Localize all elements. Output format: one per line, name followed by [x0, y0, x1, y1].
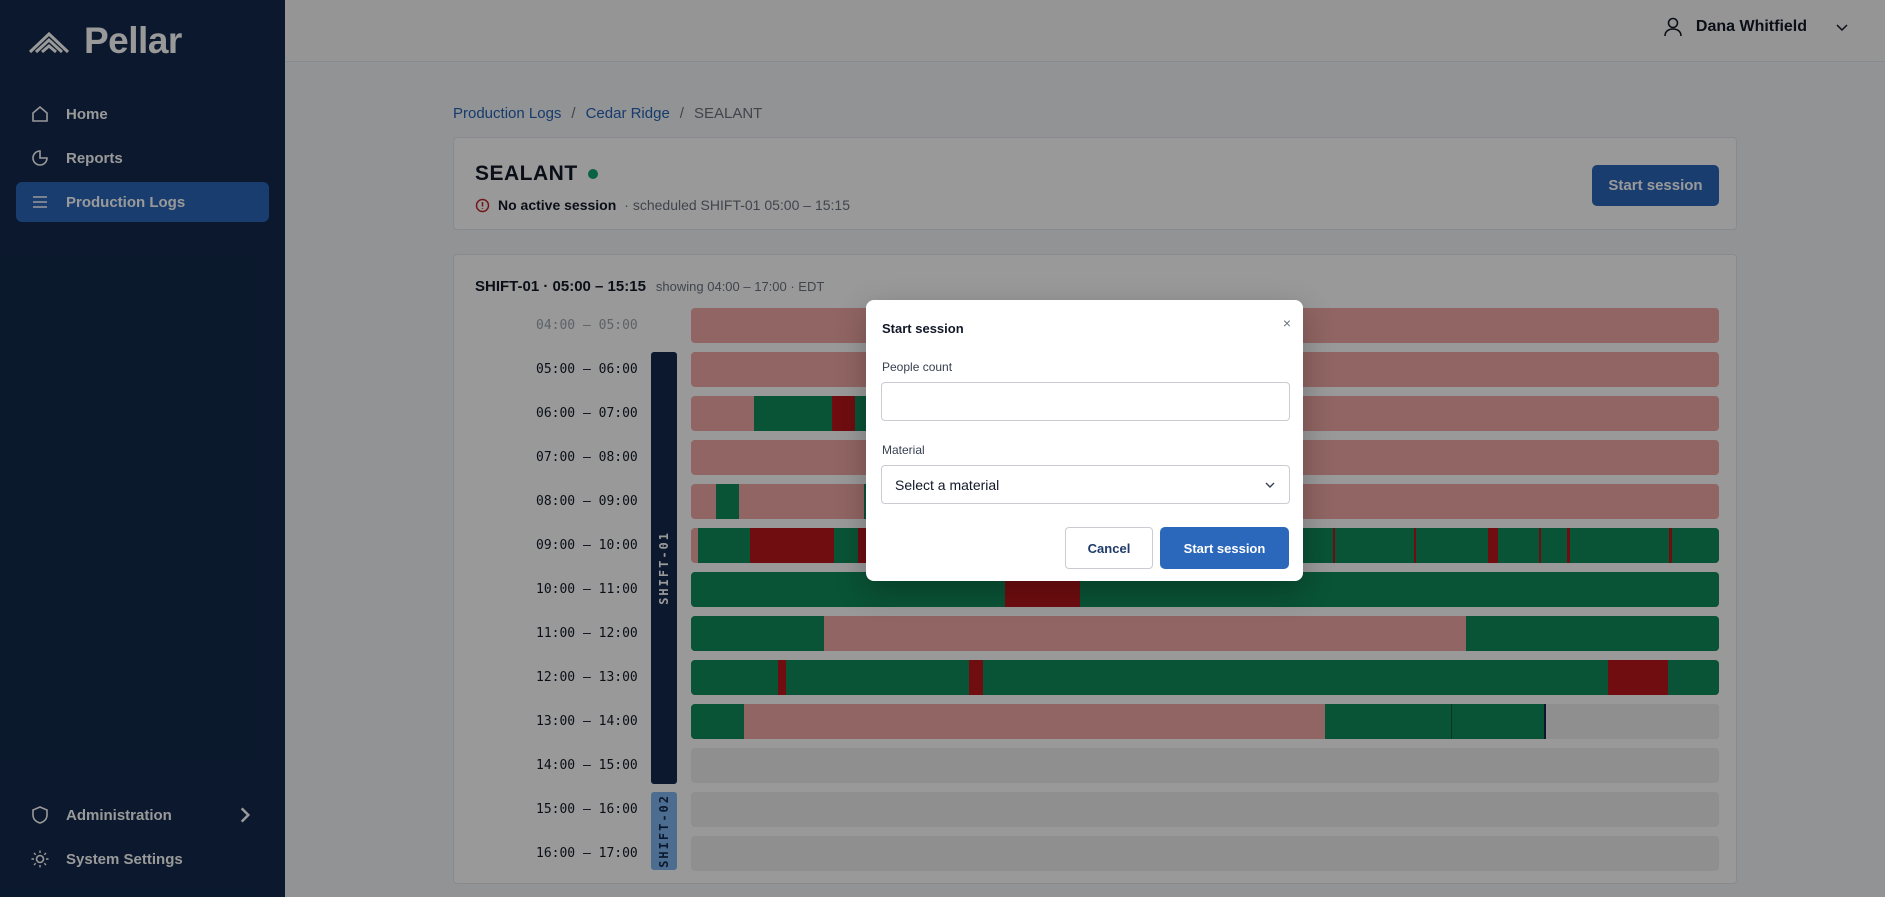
line-header-card: SEALANT No active session · scheduled SH…	[453, 137, 1737, 230]
row-label: 14:00 – 15:00	[536, 758, 638, 773]
start-session-dialog: Start session × People count Material Se…	[866, 300, 1303, 581]
top-bar: Dana Whitfield	[285, 0, 1885, 62]
timeline-bar[interactable]	[691, 836, 1719, 871]
stopped-segment	[1539, 528, 1541, 563]
row-label: 05:00 – 06:00	[536, 362, 638, 377]
people-count-input[interactable]	[881, 382, 1290, 421]
running-segment	[716, 484, 739, 519]
sidebar-item-administration[interactable]: Administration	[16, 795, 269, 835]
page-title: SEALANT	[475, 162, 578, 185]
row-label: 06:00 – 07:00	[536, 406, 638, 421]
stopped-segment	[1608, 660, 1668, 695]
sidebar-item-home[interactable]: Home	[16, 94, 269, 134]
sidebar-item-label: Administration	[66, 806, 172, 824]
sun-icon	[31, 850, 49, 868]
row-label: 11:00 – 12:00	[536, 626, 638, 641]
row-label: 13:00 – 14:00	[536, 714, 638, 729]
running-segment	[1325, 704, 1545, 739]
start-session-button[interactable]: Start session	[1592, 165, 1719, 206]
cancel-button[interactable]: Cancel	[1065, 527, 1153, 569]
breadcrumb-cedar-ridge[interactable]: Cedar Ridge	[585, 105, 670, 122]
stopped-segment	[969, 660, 983, 695]
sidebar-nav: Home Reports Production Logs	[16, 94, 269, 226]
logo-icon	[28, 31, 70, 54]
timeline-shift-title: SHIFT-01 · 05:00 – 15:15	[475, 278, 646, 295]
material-label: Material	[882, 443, 925, 457]
running-segment	[1466, 616, 1719, 651]
sidebar-item-label: Home	[66, 105, 108, 123]
timeline-bar[interactable]	[691, 616, 1719, 651]
row-label: 16:00 – 17:00	[536, 846, 638, 861]
breadcrumb-production-logs[interactable]: Production Logs	[453, 105, 562, 122]
running-segment	[691, 616, 824, 651]
sidebar-item-label: Production Logs	[66, 193, 186, 211]
stopped-segment	[1333, 528, 1335, 563]
timeline-bar[interactable]	[691, 660, 1719, 695]
timeline-bar[interactable]	[691, 792, 1719, 827]
stopped-segment	[778, 660, 786, 695]
running-segment	[691, 704, 744, 739]
row-label: 09:00 – 10:00	[536, 538, 638, 553]
submit-start-session-button[interactable]: Start session	[1160, 527, 1289, 569]
sidebar-item-label: Reports	[66, 149, 123, 167]
breadcrumb-separator: /	[679, 105, 684, 122]
pie-chart-icon	[32, 150, 48, 166]
running-segment	[754, 396, 832, 431]
logo[interactable]: Pellar	[28, 20, 182, 62]
alert-circle-icon	[475, 198, 490, 212]
running-segment	[691, 660, 1719, 695]
list-icon	[33, 196, 47, 208]
chevron-down-icon	[1836, 24, 1848, 32]
row-label: 07:00 – 08:00	[536, 450, 638, 465]
chevron-right-icon	[240, 807, 251, 823]
user-icon	[1664, 17, 1682, 37]
sidebar: Pellar Home Reports Production Logs Admi…	[0, 0, 285, 897]
stopped-segment	[1488, 528, 1498, 563]
sidebar-bottom: Administration System Settings	[16, 795, 269, 883]
future-segment	[1546, 704, 1719, 739]
breadcrumb-current: SEALANT	[693, 105, 763, 122]
close-icon[interactable]: ×	[1282, 315, 1291, 331]
stopped-segment	[832, 396, 855, 431]
sidebar-item-system-settings[interactable]: System Settings	[16, 839, 269, 879]
shift-marker-shift-02[interactable]: SHIFT-02	[651, 792, 677, 870]
row-label: 15:00 – 16:00	[536, 802, 638, 817]
online-status-dot	[587, 169, 598, 179]
app-name: Pellar	[84, 20, 182, 61]
people-count-label: People count	[882, 360, 953, 374]
user-menu[interactable]: Dana Whitfield	[1662, 16, 1849, 38]
scheduled-shift: · scheduled SHIFT-01 05:00 – 15:15	[624, 197, 850, 213]
sidebar-item-production-logs[interactable]: Production Logs	[16, 182, 269, 222]
session-status: No active session	[498, 197, 617, 213]
timeline-bar[interactable]	[691, 704, 1719, 739]
row-label: 12:00 – 13:00	[536, 670, 638, 685]
stopped-segment	[1414, 528, 1416, 563]
breadcrumb-separator: /	[571, 105, 576, 122]
chevron-down-icon	[1265, 482, 1275, 488]
material-select[interactable]: Select a material	[881, 465, 1290, 504]
user-name: Dana Whitfield	[1695, 18, 1807, 35]
segment-divider	[1451, 704, 1452, 739]
stopped-segment	[1567, 528, 1570, 563]
sidebar-item-reports[interactable]: Reports	[16, 138, 269, 178]
row-label: 04:00 – 05:00	[536, 318, 638, 333]
stopped-segment	[858, 528, 866, 563]
row-label: 10:00 – 11:00	[536, 582, 638, 597]
current-time-marker	[1544, 704, 1546, 739]
stopped-segment	[750, 528, 834, 563]
timeline-range-note: showing 04:00 – 17:00 · EDT	[655, 279, 825, 294]
shift-marker-shift-01[interactable]: SHIFT-01	[651, 352, 677, 784]
dialog-title: Start session	[882, 321, 964, 336]
stopped-segment	[1669, 528, 1672, 563]
row-label: 08:00 – 09:00	[536, 494, 638, 509]
shield-icon	[32, 806, 48, 824]
breadcrumb: Production Logs / Cedar Ridge / SEALANT	[453, 105, 762, 122]
sidebar-item-label: System Settings	[66, 850, 183, 868]
timeline-bar[interactable]	[691, 572, 1719, 607]
home-icon	[32, 105, 48, 122]
timeline-bar[interactable]	[691, 748, 1719, 783]
material-select-value: Select a material	[895, 476, 1000, 493]
